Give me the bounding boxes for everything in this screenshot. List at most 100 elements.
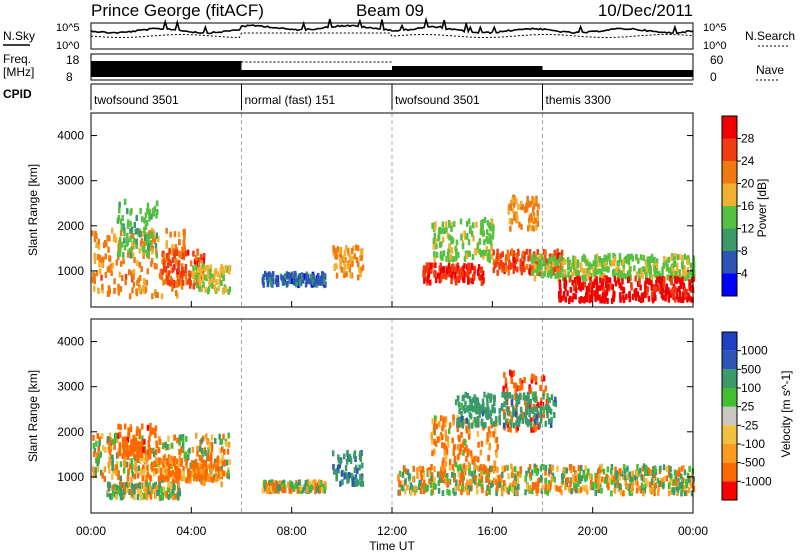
power-cell [135,242,138,249]
power-cell [186,249,190,256]
velocity-cell [430,475,433,482]
velocity-cell [119,431,122,438]
velocity-cell [530,426,533,433]
velocity-cell [582,472,586,479]
velocity-cell [172,459,176,466]
velocity-cell [597,487,601,493]
power-cell [690,269,693,275]
velocity-cell [149,430,152,437]
velocity-cell [411,485,414,492]
power-cell [510,218,513,225]
power-cell [667,267,671,274]
power-cell [95,270,99,277]
velocity-cell [167,481,170,488]
velocity-cell [525,470,528,477]
velocity-cell [196,471,200,478]
velocity-cell [171,487,174,494]
velocity-cell [510,415,514,422]
velocity-cell [92,472,95,479]
power-cell [169,260,173,267]
velocity-cell [501,472,504,478]
velocity-cell [533,463,536,470]
power-cell [442,266,445,273]
velocity-cell [534,376,538,382]
velocity-cell [401,471,405,478]
velocity-cell [217,466,220,473]
velocity-cell [564,484,567,491]
velocity-cell [213,474,216,481]
velocity-cell [438,434,442,441]
velocity-cell [331,450,335,457]
velocity-cell [512,405,515,412]
power-cell [585,273,588,280]
power-cell [664,285,668,292]
velocity-cell [318,479,321,486]
power-cell [129,220,132,227]
power-cell [166,279,170,286]
power-cell [98,261,101,268]
power-cell [129,209,132,216]
velocity-cell [180,458,183,464]
power-cell [214,268,218,275]
velocity-cell [658,480,661,487]
power-cell [266,281,270,288]
power-cell [184,273,188,280]
power-cell [102,242,106,249]
velocity-cell [135,430,139,436]
velocity-cell [337,457,341,463]
velocity-cell [194,458,198,465]
velocity-cell [196,475,199,482]
velocity-cell [130,482,134,489]
velocity-cell [145,482,148,489]
power-cell [653,289,656,296]
power-cell [97,243,101,250]
power-cell [429,279,432,286]
power-cell [535,264,539,271]
velocity-cell [460,468,463,475]
power-cell [160,274,164,281]
velocity-cell [639,467,642,474]
velocity-cell [485,490,488,497]
power-cell [433,232,436,239]
velocity-cell [539,384,542,391]
velocity-cell [428,478,431,485]
velocity-cell [437,436,440,443]
power-cell [481,273,484,280]
velocity-cell [636,464,639,470]
velocity-cell [509,369,512,376]
power-cell [532,225,535,232]
power-cell [516,216,519,222]
power-cell [580,266,583,273]
velocity-cell [420,474,423,481]
power-cell [599,273,602,280]
power-cell [151,236,155,243]
velocity-cell [608,476,611,483]
power-y-axis-label: Slant Range [km] [26,164,40,256]
power-cell [300,273,303,280]
velocity-cell [430,489,433,496]
power-cell [480,250,483,257]
velocity-cell [319,479,323,486]
velocity-cell [166,444,169,450]
velocity-cell [111,473,114,480]
power-cell [676,254,680,261]
power-cell [620,274,623,281]
velocity-cell [503,465,507,472]
velocity-cell [611,478,614,485]
power-cell [571,279,574,286]
velocity-cell [227,470,230,476]
velocity-cell [509,426,512,433]
power-cell [467,263,471,270]
velocity-cell [477,421,480,427]
power-cell [469,267,472,274]
power-cell [686,258,689,265]
velocity-cell [461,420,465,427]
power-cell [429,262,433,269]
power-cell [202,257,205,264]
velocity-cell [169,471,172,478]
velocity-cell [463,463,466,470]
power-cell [123,237,126,244]
velocity-cell [101,433,104,440]
velocity-cell [140,452,144,459]
velocity-cell [517,483,520,490]
